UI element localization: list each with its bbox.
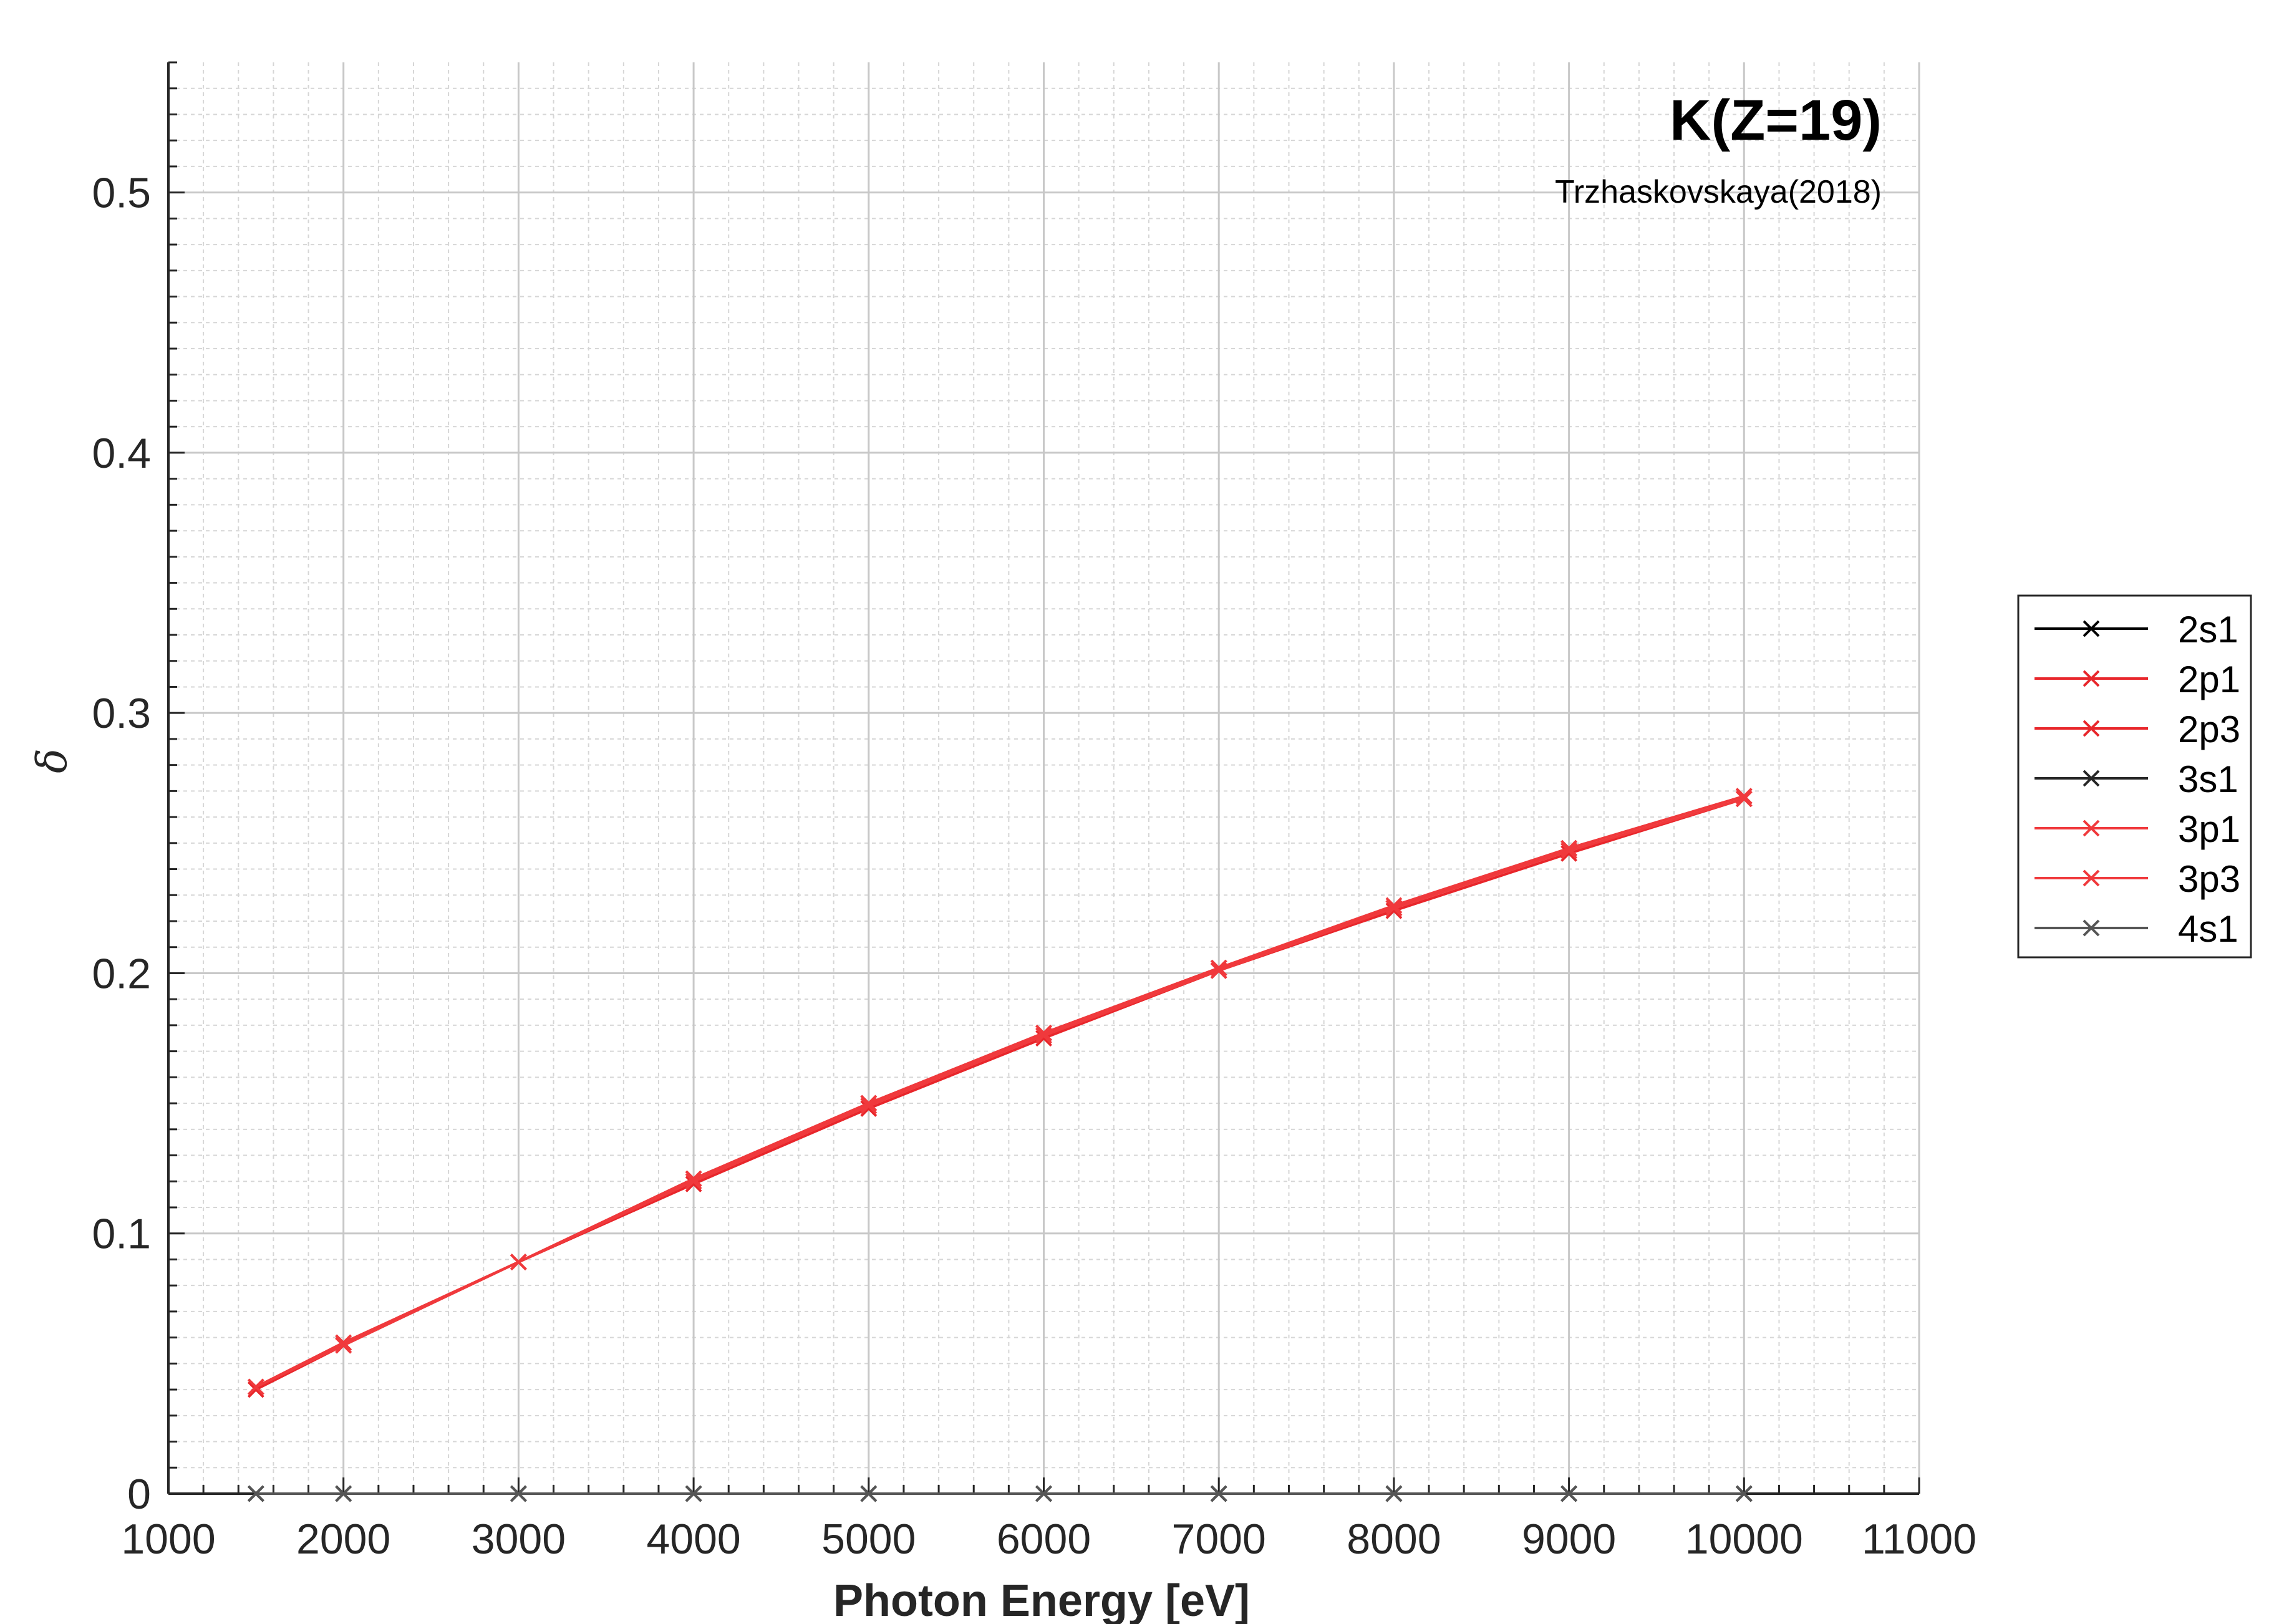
data-point-3p3 bbox=[510, 1254, 527, 1271]
data-point-3p3 bbox=[1035, 1027, 1052, 1045]
legend-box bbox=[2017, 594, 2252, 959]
series-4s1 bbox=[247, 1485, 1753, 1502]
y-axis-label: δ bbox=[28, 748, 76, 773]
data-point-3p3 bbox=[1210, 962, 1227, 979]
legend-marker bbox=[2083, 670, 2100, 687]
legend-item-3s1: 3s1 bbox=[2035, 758, 2238, 800]
x-tick-label: 5000 bbox=[821, 1515, 916, 1563]
y-tick-label: 0.4 bbox=[92, 430, 151, 477]
series-3p3 bbox=[247, 790, 1753, 1396]
x-tick-label: 6000 bbox=[997, 1515, 1091, 1563]
data-point-4s1 bbox=[1735, 1485, 1753, 1502]
x-axis-label: Photon Energy [eV] bbox=[833, 1576, 1250, 1624]
legend-label: 3p1 bbox=[2178, 808, 2240, 850]
legend: 2s1 2p1 2p3 3s1 3p1 3p3 4s1 bbox=[2017, 594, 2252, 959]
data-point-4s1 bbox=[860, 1485, 878, 1502]
legend-item-3p1: 3p1 bbox=[2035, 808, 2240, 850]
x-tick-label: 4000 bbox=[646, 1515, 740, 1563]
data-point-3p3 bbox=[335, 1336, 352, 1354]
data-point-3p3 bbox=[247, 1378, 264, 1396]
tick-labels: 1000 2000 3000 4000 5000 6000 7000 8000 9000 1000… bbox=[92, 170, 1976, 1563]
legend-item-2s1: 2s1 bbox=[2035, 609, 2238, 650]
x-tick-label: 8000 bbox=[1347, 1515, 1441, 1563]
legend-marker bbox=[2083, 819, 2100, 837]
y-tick-label: 0.5 bbox=[92, 170, 151, 217]
data-point-4s1 bbox=[1385, 1485, 1403, 1502]
data-point-4s1 bbox=[335, 1485, 352, 1502]
legend-label: 3p3 bbox=[2178, 858, 2240, 900]
series-line-3p3 bbox=[255, 797, 1744, 1388]
x-tick-label: 7000 bbox=[1172, 1515, 1266, 1563]
data-point-3p3 bbox=[1560, 842, 1578, 859]
legend-marker bbox=[2083, 770, 2100, 787]
y-tick-label: 0.3 bbox=[92, 690, 151, 737]
x-tick-label: 10000 bbox=[1685, 1515, 1803, 1563]
data-point-3p3 bbox=[860, 1097, 878, 1114]
data-point-4s1 bbox=[1035, 1485, 1052, 1502]
y-tick-label: 0 bbox=[127, 1471, 151, 1518]
legend-item-3p3: 3p3 bbox=[2035, 858, 2240, 900]
x-tick-label: 3000 bbox=[472, 1515, 566, 1563]
y-tick-label: 0.1 bbox=[92, 1211, 151, 1258]
legend-label: 3s1 bbox=[2178, 758, 2238, 800]
x-tick-label: 1000 bbox=[121, 1515, 215, 1563]
legend-marker bbox=[2083, 919, 2100, 937]
legend-label: 2p1 bbox=[2178, 659, 2240, 700]
series bbox=[247, 788, 1753, 1502]
legend-marker bbox=[2083, 720, 2100, 737]
x-tick-label: 11000 bbox=[1862, 1515, 1976, 1563]
legend-item-2p1: 2p1 bbox=[2035, 659, 2240, 700]
data-point-3p3 bbox=[1385, 899, 1403, 917]
data-point-4s1 bbox=[510, 1485, 527, 1502]
legend-marker bbox=[2083, 869, 2100, 887]
legend-label: 2s1 bbox=[2178, 609, 2238, 650]
x-tick-label: 2000 bbox=[296, 1515, 390, 1563]
chart-subtitle: Trzhaskovskaya(2018) bbox=[1555, 174, 1882, 210]
data-point-4s1 bbox=[1210, 1485, 1227, 1502]
x-tick-label: 9000 bbox=[1522, 1515, 1616, 1563]
y-tick-label: 0.2 bbox=[92, 950, 151, 997]
legend-item-4s1: 4s1 bbox=[2035, 908, 2238, 950]
legend-label: 2p3 bbox=[2178, 708, 2240, 750]
data-point-4s1 bbox=[1560, 1485, 1578, 1502]
data-point-4s1 bbox=[685, 1485, 702, 1502]
data-point-3p3 bbox=[685, 1172, 702, 1190]
chart-title: K(Z=19) bbox=[1670, 89, 1882, 152]
legend-label: 4s1 bbox=[2178, 908, 2238, 950]
legend-marker bbox=[2083, 620, 2100, 637]
data-point-3p3 bbox=[1735, 790, 1753, 808]
legend-item-2p3: 2p3 bbox=[2035, 708, 2240, 750]
data-point-4s1 bbox=[247, 1485, 264, 1502]
